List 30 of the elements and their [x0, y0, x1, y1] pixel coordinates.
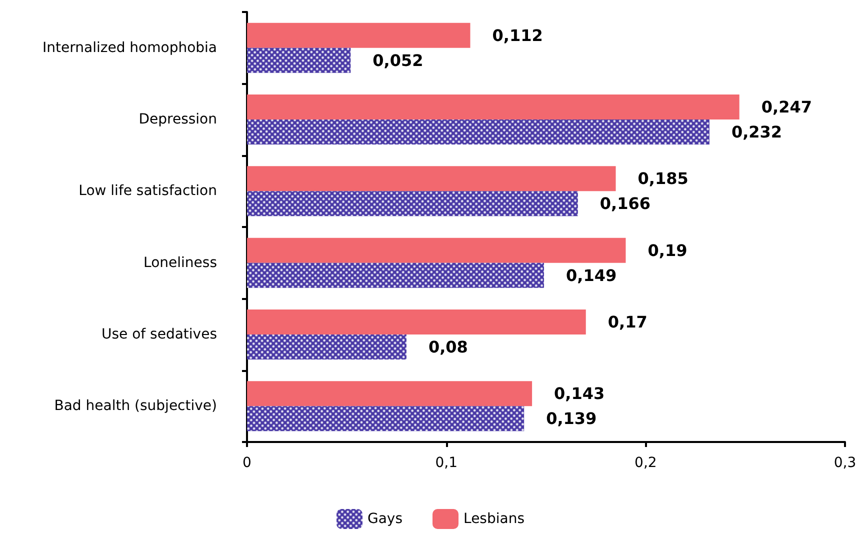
y-tick-label: Depression — [138, 112, 217, 128]
y-tick-label: Low life satisfaction — [78, 183, 217, 200]
y-tick-label: Bad health (subjective) — [54, 398, 217, 414]
data-label: 0,139 — [546, 409, 597, 428]
bar — [247, 310, 586, 334]
data-label: 0,166 — [600, 194, 651, 214]
x-tick-label: 0,1 — [435, 455, 458, 471]
data-label: 0,112 — [492, 26, 543, 45]
data-label: 0,08 — [428, 338, 468, 356]
y-tick-label: Loneliness — [144, 254, 217, 271]
data-label: 0,247 — [761, 98, 812, 116]
data-label: 0,19 — [648, 240, 688, 260]
y-tick-label: Use of sedatives — [102, 326, 217, 342]
bar — [247, 381, 532, 406]
legend-label: Gays — [368, 511, 403, 527]
legend-label: Lesbians — [464, 511, 524, 527]
data-label: 0,17 — [608, 312, 648, 332]
x-tick-label: 0 — [242, 455, 252, 471]
bar — [247, 22, 470, 48]
data-label: 0,052 — [372, 50, 424, 70]
data-label: 0,149 — [566, 266, 617, 285]
x-tick-label: 0,3 — [834, 455, 856, 471]
bar — [247, 238, 626, 263]
data-label: 0,143 — [554, 384, 605, 404]
y-tick-label: Internalized homophobia — [42, 40, 217, 56]
bar — [247, 166, 616, 192]
x-tick-label: 0,2 — [634, 455, 657, 471]
bar — [247, 94, 740, 120]
data-label: 0,232 — [731, 122, 782, 142]
data-label: 0,185 — [638, 169, 688, 188]
